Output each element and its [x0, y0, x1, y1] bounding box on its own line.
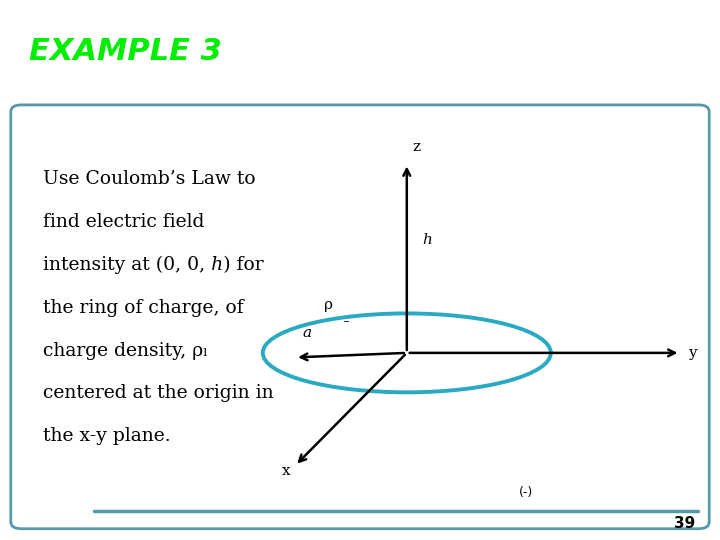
Text: ρ: ρ	[324, 298, 333, 312]
Text: the ring of charge, of: the ring of charge, of	[43, 299, 244, 317]
Text: a: a	[302, 326, 312, 340]
Text: charge density, ρₗ: charge density, ρₗ	[43, 342, 208, 360]
Text: x: x	[282, 464, 290, 477]
Text: _: _	[343, 312, 348, 321]
Text: intensity at (0, 0, ℎ) for: intensity at (0, 0, ℎ) for	[43, 256, 264, 274]
Text: Use Coulomb’s Law to: Use Coulomb’s Law to	[43, 170, 256, 188]
Text: y: y	[688, 346, 696, 360]
Text: 39: 39	[673, 516, 695, 531]
Text: h: h	[423, 233, 433, 247]
Text: EXAMPLE 3: EXAMPLE 3	[29, 37, 222, 66]
Text: z: z	[413, 140, 420, 154]
Text: (-): (-)	[518, 487, 533, 500]
Text: the x-y plane.: the x-y plane.	[43, 427, 171, 446]
Text: centered at the origin in: centered at the origin in	[43, 384, 274, 402]
Text: find electric field: find electric field	[43, 213, 204, 231]
